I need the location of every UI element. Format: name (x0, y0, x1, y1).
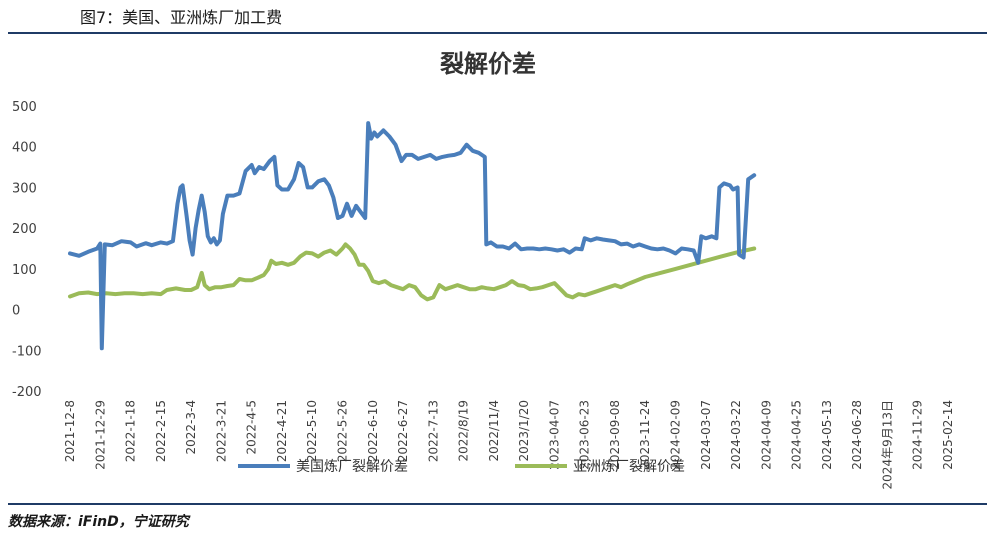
top-rule (8, 32, 987, 34)
x-tick-label: 2022-2-15 (154, 400, 168, 462)
x-tick-label: 2024-04-09 (759, 400, 773, 470)
x-tick-label: 2024-05-13 (820, 400, 834, 470)
series-line-asia (68, 242, 757, 302)
x-tick-label: 2022-6-10 (366, 400, 380, 462)
x-tick-label: 2023-11-24 (638, 400, 652, 470)
chart-title: 裂解价差 (440, 50, 536, 78)
x-tick-label: 2024-03-22 (729, 400, 743, 470)
y-tick-label: 0 (12, 304, 20, 319)
legend-item-us-label: 美国炼厂裂解价差 (296, 459, 408, 475)
x-tick-label: 2022-1-18 (124, 400, 138, 462)
x-tick-label: 2024-06-28 (850, 400, 864, 470)
x-tick-label: 2024-04-25 (790, 400, 804, 470)
series-line-us (68, 121, 757, 351)
x-tick-label: 2022-3-21 (214, 400, 228, 462)
x-tick-label: 2023/1/20 (517, 400, 531, 462)
legend: 美国炼厂裂解价差 亚洲炼厂裂解价差 (238, 459, 685, 475)
y-tick-label: 400 (12, 141, 37, 156)
x-tick-label: 2024-03-07 (699, 400, 713, 470)
x-tick-label: 2022-3-4 (184, 400, 198, 454)
x-tick-label: 2022-5-10 (305, 400, 319, 462)
series-lines (68, 121, 757, 351)
y-tick-label: 100 (12, 263, 37, 278)
source-note: 数据来源：iFinD，宁证研究 (8, 514, 189, 530)
x-tick-label: 2023-04-07 (547, 400, 561, 470)
y-tick-label: 300 (12, 181, 37, 196)
x-tick-label: 2025-02-14 (941, 400, 955, 470)
y-tick-label: 500 (12, 100, 37, 115)
y-tick-label: -200 (12, 385, 42, 400)
x-tick-label: 2023-09-08 (608, 400, 622, 470)
figure-caption: 图7：美国、亚洲炼厂加工费 (80, 8, 283, 27)
x-tick-label: 2023-06-23 (578, 400, 592, 470)
x-tick-label: 2022/11/4 (487, 400, 501, 462)
x-tick-label: 2022-6-27 (396, 400, 410, 462)
y-tick-label: -100 (12, 344, 42, 359)
x-tick-label: 2022-4-21 (275, 400, 289, 462)
x-tick-label: 2024-02-09 (669, 400, 683, 470)
y-tick-label: 200 (12, 222, 37, 237)
x-tick-label: 2024-11-29 (911, 400, 925, 470)
x-tick-label: 2024年9月13日 (880, 400, 894, 489)
bottom-rule (8, 503, 987, 505)
y-axis: 500 400 300 200 100 0 -100 -200 (12, 100, 42, 400)
x-tick-label: 2021-12-8 (63, 400, 77, 462)
x-tick-label: 2021-12-29 (93, 400, 107, 470)
x-tick-label: 2022-7-13 (426, 400, 440, 462)
legend-item-asia-label: 亚洲炼厂裂解价差 (573, 459, 685, 475)
x-tick-label: 2022-4-5 (245, 400, 259, 454)
x-axis: 2021-12-8 2021-12-29 2022-1-18 2022-2-15 202… (63, 400, 955, 489)
x-tick-label: 2022/8/19 (457, 400, 471, 462)
x-tick-label: 2022-5-26 (335, 400, 349, 462)
